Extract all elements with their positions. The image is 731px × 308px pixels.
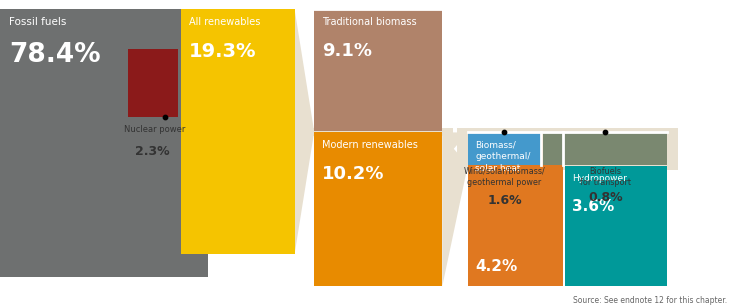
Text: 0.8%: 0.8% — [588, 191, 623, 204]
Text: Biomass/
geothermal/
solar heat: Biomass/ geothermal/ solar heat — [475, 140, 531, 173]
Text: Biofuels
for transport: Biofuels for transport — [580, 167, 631, 187]
Text: 78.4%: 78.4% — [9, 42, 100, 67]
Text: Traditional biomass: Traditional biomass — [322, 17, 416, 27]
FancyBboxPatch shape — [457, 128, 678, 170]
Text: Fossil fuels: Fossil fuels — [9, 17, 66, 27]
Point — [499, 130, 510, 135]
Text: 4.2%: 4.2% — [475, 259, 518, 274]
FancyBboxPatch shape — [0, 9, 208, 277]
Text: 19.3%: 19.3% — [189, 42, 256, 61]
Text: 3.6%: 3.6% — [572, 199, 615, 214]
Text: Source: See endnote 12 for this chapter.: Source: See endnote 12 for this chapter. — [573, 296, 727, 305]
FancyBboxPatch shape — [565, 166, 667, 286]
Text: 9.1%: 9.1% — [322, 42, 371, 59]
Text: 1.6%: 1.6% — [487, 194, 522, 207]
FancyBboxPatch shape — [181, 9, 295, 254]
Polygon shape — [442, 132, 468, 286]
FancyBboxPatch shape — [468, 132, 563, 286]
FancyBboxPatch shape — [303, 128, 453, 136]
Text: Wind/solar/biomass/
geothermal power: Wind/solar/biomass/ geothermal power — [463, 167, 545, 187]
FancyBboxPatch shape — [314, 9, 442, 131]
FancyBboxPatch shape — [128, 49, 178, 117]
Polygon shape — [295, 9, 314, 254]
FancyBboxPatch shape — [468, 132, 541, 165]
Text: 10.2%: 10.2% — [322, 165, 384, 183]
Point — [599, 130, 611, 135]
Text: Hydropower: Hydropower — [572, 174, 627, 183]
Text: 2.3%: 2.3% — [135, 145, 170, 158]
Text: All renewables: All renewables — [189, 17, 260, 27]
FancyBboxPatch shape — [543, 132, 667, 165]
Text: Modern renewables: Modern renewables — [322, 140, 417, 150]
Point — [159, 115, 171, 120]
Text: Nuclear power: Nuclear power — [124, 125, 186, 134]
FancyBboxPatch shape — [314, 132, 442, 286]
